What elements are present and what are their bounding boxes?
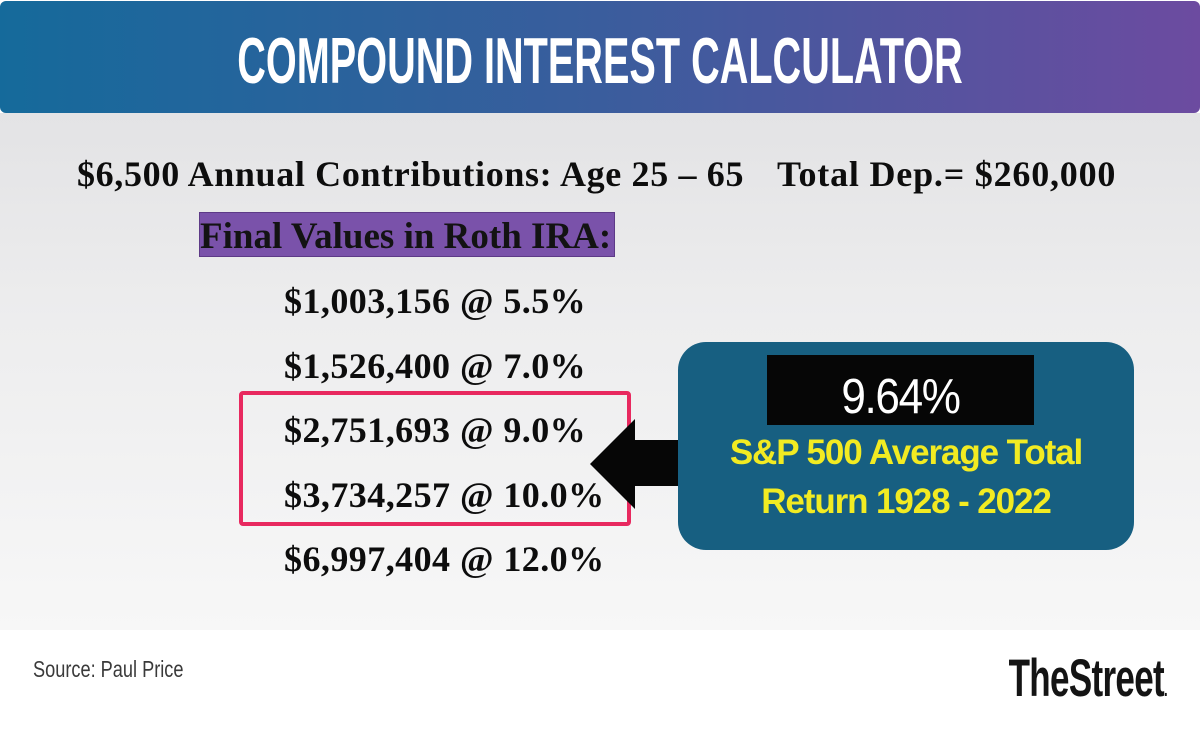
- section-label-text: Final Values in Roth IRA:: [200, 216, 612, 257]
- thestreet-logo: TheStreet.: [1008, 649, 1168, 708]
- left-arrow-icon: [590, 419, 684, 509]
- headline-contributions: $6,500 Annual Contributions: Age 25 – 65: [77, 154, 745, 194]
- callout-label-line1: S&P 500 Average Total: [729, 433, 1083, 472]
- sp500-callout-card: 9.64% S&P 500 Average Total Return 1928 …: [678, 342, 1134, 550]
- value-row-5.5pct: $1,003,156 @ 5.5%: [284, 281, 587, 321]
- headline-total-deposits: Total Dep.= $260,000: [777, 154, 1117, 194]
- highlight-outline-box: [239, 391, 631, 526]
- value-row-12.0pct: $6,997,404 @ 12.0%: [284, 539, 605, 579]
- rate-value: 9.64%: [841, 370, 961, 424]
- footer-bar: Source: Paul Price TheStreet.: [0, 630, 1200, 735]
- slide-body: $6,500 Annual Contributions: Age 25 – 65…: [0, 113, 1200, 630]
- source-attribution: Source: Paul Price: [33, 655, 184, 682]
- value-row-10.0pct: $3,734,257 @ 10.0%: [284, 474, 605, 515]
- callout-label-line2: Return 1928 - 2022: [761, 482, 1052, 521]
- value-row-9.0pct: $2,751,693 @ 9.0%: [284, 410, 587, 450]
- section-label-highlight: Final Values in Roth IRA:: [199, 212, 615, 257]
- value-row-7.0pct: $1,526,400 @ 7.0%: [284, 345, 587, 386]
- title-banner: COMPOUND INTEREST CALCULATOR: [0, 1, 1200, 113]
- rate-box: 9.64%: [767, 355, 1034, 425]
- brand-period: .: [1163, 679, 1168, 701]
- page-title: COMPOUND INTEREST CALCULATOR: [237, 24, 963, 97]
- brand-name: TheStreet: [1008, 649, 1165, 708]
